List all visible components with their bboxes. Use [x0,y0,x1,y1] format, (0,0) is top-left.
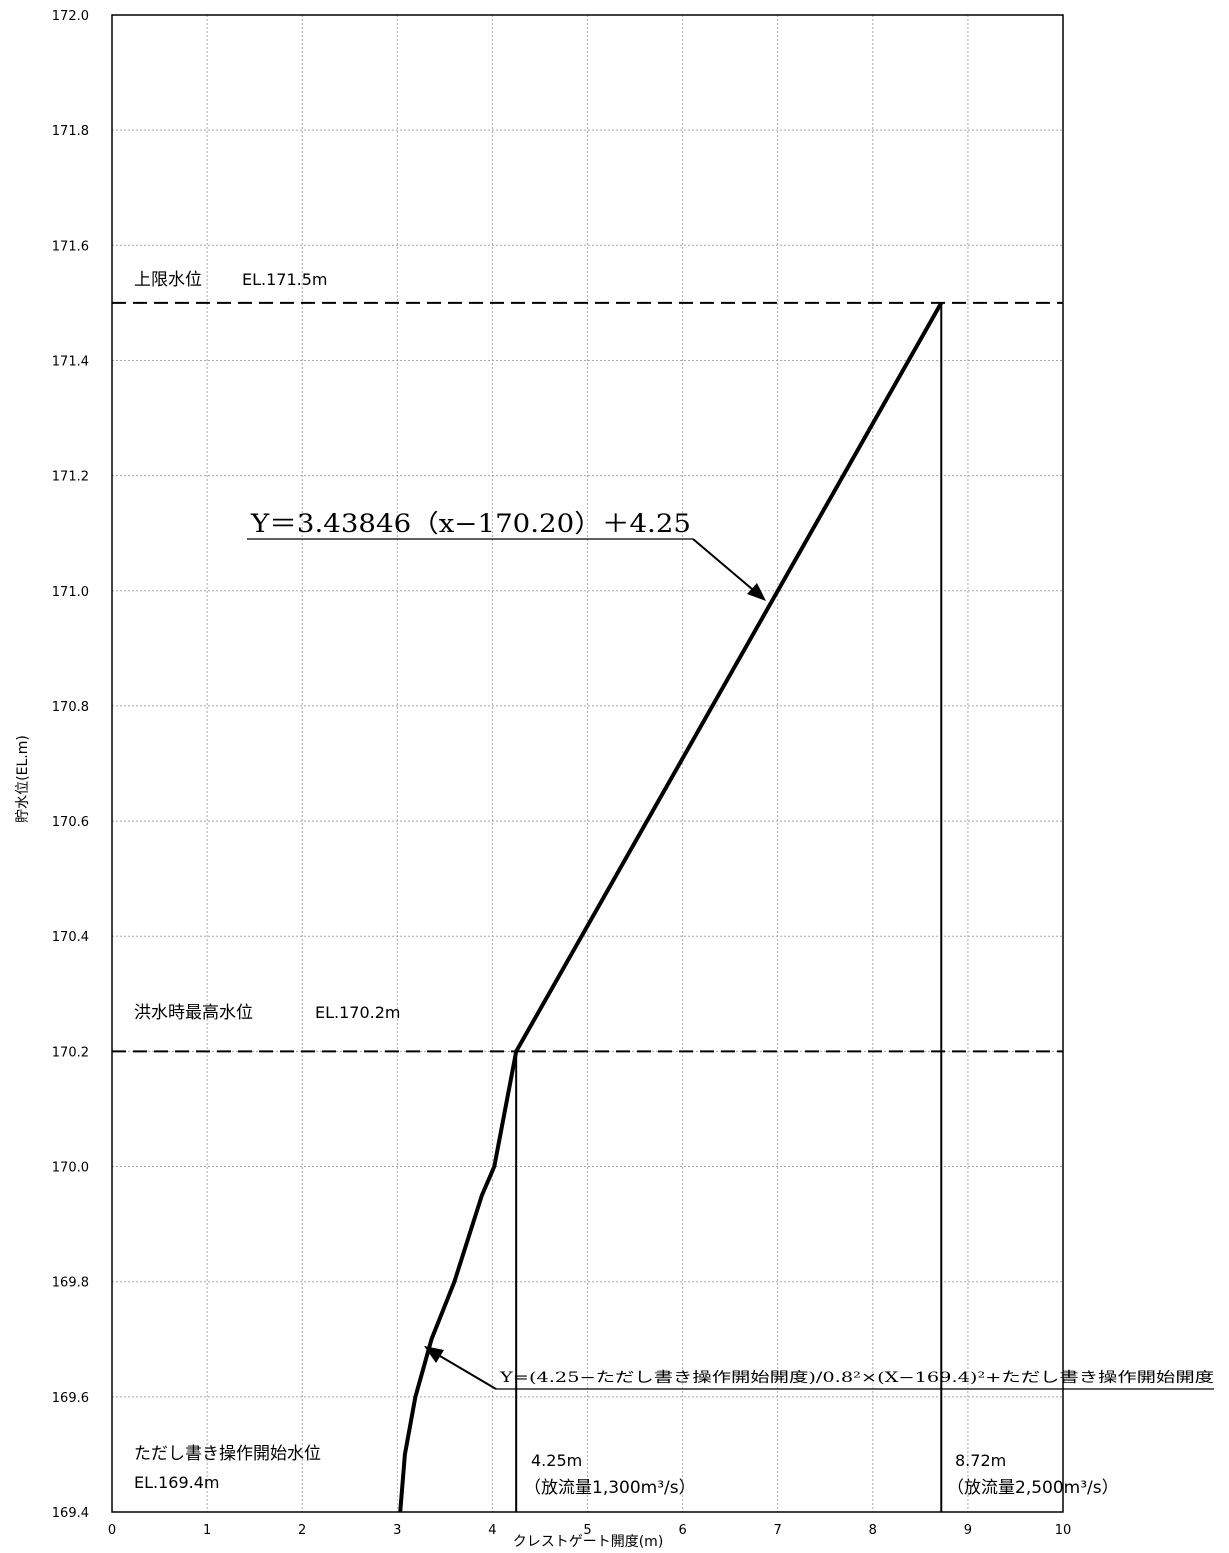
formula-upper: Y＝3.43846（x−170.20）＋4.25 [250,509,691,538]
y-tick-label: 170.8 [52,700,89,715]
series-layer [398,301,944,1513]
y-tick-label: 170.4 [52,930,89,945]
x-tick-label: 8 [869,1523,877,1538]
reference-lines [112,301,1063,1512]
x-tick-label: 7 [774,1523,782,1538]
start-level-label: ただし書き操作開始水位 [134,1444,321,1464]
y-tick-label: 170.6 [52,815,89,830]
x-tick-label: 0 [108,1523,116,1538]
upper-limit-value: EL.171.5m [242,270,328,289]
x-tick-label: 10 [1055,1523,1072,1538]
gate1-flow: （放流量1,300m³/s） [524,1478,696,1498]
y-tick-label: 169.8 [52,1276,89,1291]
formula-lower-leader [439,1355,497,1390]
formula-upper-leader [692,538,753,590]
y-axis-title: 貯水位(EL.m) [15,735,31,823]
x-tick-label: 9 [964,1523,972,1538]
start-level-value: EL.169.4m [134,1473,220,1492]
gate1-value: 4.25m [531,1451,582,1470]
y-tick-label: 170.0 [52,1161,89,1176]
y-tick-label: 169.6 [52,1391,89,1406]
formula-lower-arrowhead [424,1346,444,1363]
y-tick-label: 172.0 [52,9,89,24]
formula-lower: Y=(4.25−ただし書き操作開始開度)/0.8²×(X−169.4)²+ただし… [499,1370,1214,1386]
plot-frame [111,14,1064,1513]
y-tick-label: 169.4 [52,1506,89,1521]
y-tick-label: 171.8 [52,124,89,139]
y-tick-label: 171.2 [52,470,89,485]
y-tick-label: 170.2 [52,1045,89,1060]
x-tick-label: 3 [393,1523,401,1538]
formula-upper-arrowhead [747,583,766,601]
x-tick-label: 6 [678,1523,686,1538]
upper-limit-label: 上限水位 [134,270,202,290]
x-tick-label: 2 [298,1523,306,1538]
y-tick-label: 171.6 [52,239,89,254]
flood-max-value: EL.170.2m [315,1003,401,1022]
x-tick-label: 1 [203,1523,211,1538]
gate2-flow: （放流量2,500m³/s） [947,1478,1119,1498]
y-tick-label: 171.0 [52,585,89,600]
gate2-value: 8.72m [955,1451,1006,1470]
x-tick-labels: 0 1 2 3 4 5 6 7 8 9 10 [108,1523,1071,1538]
grid [112,15,1063,1512]
series-line [398,301,944,1513]
y-tick-labels: 169.4 169.6 169.8 170.0 170.2 170.4 170.6 170.8… [52,9,89,1521]
x-tick-label: 4 [488,1523,496,1538]
x-axis-title: クレストゲート開度(m) [513,1534,664,1550]
flood-max-label: 洪水時最高水位 [134,1003,253,1023]
y-tick-label: 171.4 [52,354,89,369]
x-tick-label: 5 [583,1523,591,1538]
